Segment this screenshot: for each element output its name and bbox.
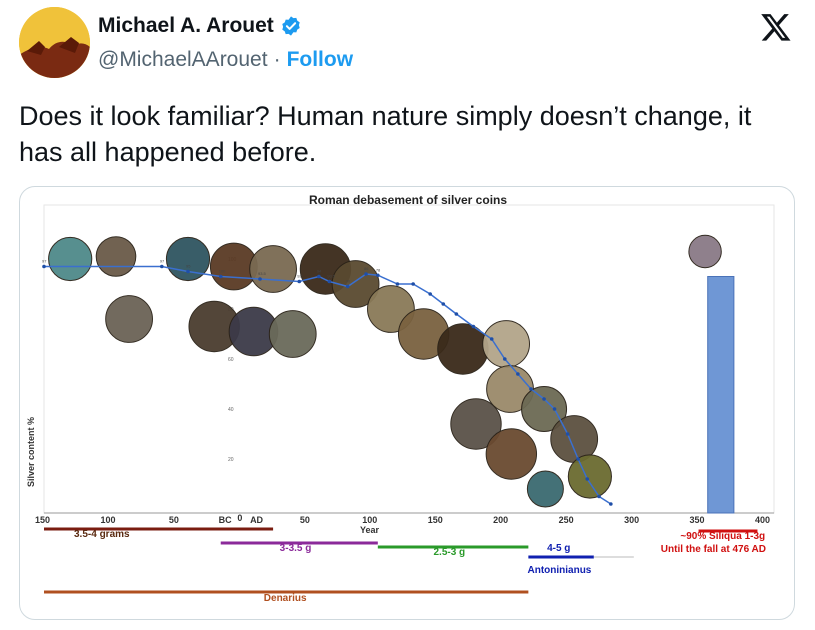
separator: · — [273, 48, 281, 71]
data-point — [160, 264, 164, 269]
data-point — [609, 502, 613, 506]
data-point — [345, 284, 350, 289]
coin-image — [48, 236, 93, 282]
period-label: Denarius — [263, 593, 307, 604]
point-label: 97 — [42, 259, 47, 264]
data-point — [552, 407, 557, 411]
data-point — [529, 387, 533, 391]
data-point — [42, 264, 46, 269]
data-point — [364, 272, 368, 276]
verified-badge-icon — [282, 16, 300, 36]
series-line — [44, 265, 612, 505]
coin-image — [249, 245, 297, 293]
coin-image — [688, 234, 722, 269]
point-label: 93.5 — [327, 274, 336, 279]
coin-image — [105, 295, 153, 343]
point-label: 78 — [376, 267, 381, 272]
data-point — [585, 477, 590, 481]
x-tick-label: 150 — [427, 515, 443, 525]
point-label: 90 — [346, 279, 351, 284]
x-tick-label: AD — [250, 515, 264, 525]
period-label: 2.5-3 g — [433, 547, 466, 558]
coin-image — [526, 470, 564, 508]
y-tick-label: 40 — [228, 407, 234, 413]
data-point — [376, 273, 380, 278]
x-axis-label: Year — [360, 525, 380, 535]
data-point — [516, 372, 520, 376]
x-tick-label: 50 — [299, 515, 310, 525]
x-tick-label: BC — [218, 515, 232, 525]
avatar[interactable] — [19, 7, 90, 78]
data-point — [258, 277, 262, 281]
x-tick-label: 350 — [689, 515, 705, 525]
y-tick-label: 60 — [228, 357, 234, 363]
point-label: 94 — [317, 269, 322, 274]
data-point — [489, 337, 494, 341]
x-tick-label: 50 — [168, 515, 179, 525]
coin-image — [567, 454, 612, 499]
coin-image — [331, 260, 380, 308]
data-point — [441, 302, 446, 306]
x-tick-label: 250 — [558, 515, 574, 525]
data-point — [297, 279, 302, 284]
coin-image — [450, 398, 502, 450]
data-point — [565, 432, 570, 436]
y-tick-label: 20 — [228, 457, 234, 463]
point-label: 86 — [364, 266, 369, 271]
data-point — [186, 269, 190, 274]
point-label: 97 — [160, 259, 165, 264]
data-point — [428, 292, 432, 296]
x-tick-label: 150 — [35, 515, 51, 525]
coin-image — [95, 236, 137, 277]
y-axis-label: Silver content % — [26, 416, 36, 487]
data-point — [597, 494, 601, 499]
chart-title: Roman debasement of silver coins — [308, 193, 508, 207]
point-label: 92 — [297, 274, 302, 279]
follow-button[interactable]: Follow — [286, 48, 354, 71]
tweet-text: Does it look familiar? Human nature simp… — [19, 101, 752, 167]
data-point — [454, 312, 459, 316]
data-point — [542, 397, 546, 401]
x-tick-label: 0 — [237, 513, 243, 523]
data-point — [317, 274, 321, 279]
plot-area — [43, 204, 775, 514]
coin-image — [485, 428, 538, 480]
period-label: 3.5-4 grams — [74, 529, 130, 540]
period-label: 4-5 g — [547, 543, 571, 554]
x-tick-label: 100 — [362, 515, 378, 525]
x-tick-label: 300 — [624, 515, 640, 525]
period-label: ~90% Siliqua 1-3g — [680, 531, 766, 542]
avatar-image — [19, 7, 90, 78]
author-name[interactable]: Michael A. Arouet — [98, 14, 274, 37]
siliqua-bar — [707, 276, 735, 514]
x-logo-icon[interactable] — [760, 11, 792, 43]
data-point — [327, 279, 332, 284]
author-handle[interactable]: @MichaelAArouet — [98, 48, 268, 71]
data-point — [411, 282, 415, 286]
coin-image — [268, 310, 317, 358]
period-label: Until the fall at 476 AD — [660, 544, 767, 555]
x-tick-label: 100 — [100, 515, 116, 525]
data-point — [471, 324, 476, 329]
period-label: 3-3.5 g — [279, 543, 312, 554]
coin-image — [521, 386, 568, 432]
x-tick-label: 200 — [493, 515, 509, 525]
point-label: 100 — [219, 269, 226, 274]
data-point — [218, 274, 223, 279]
x-tick-label: 400 — [755, 515, 771, 525]
period-label: Antoninianus — [527, 565, 592, 576]
point-label: 95 — [186, 264, 191, 269]
data-point — [576, 457, 580, 461]
point-label: 93.5 — [258, 271, 267, 276]
data-point — [503, 357, 507, 361]
data-point — [395, 282, 400, 286]
